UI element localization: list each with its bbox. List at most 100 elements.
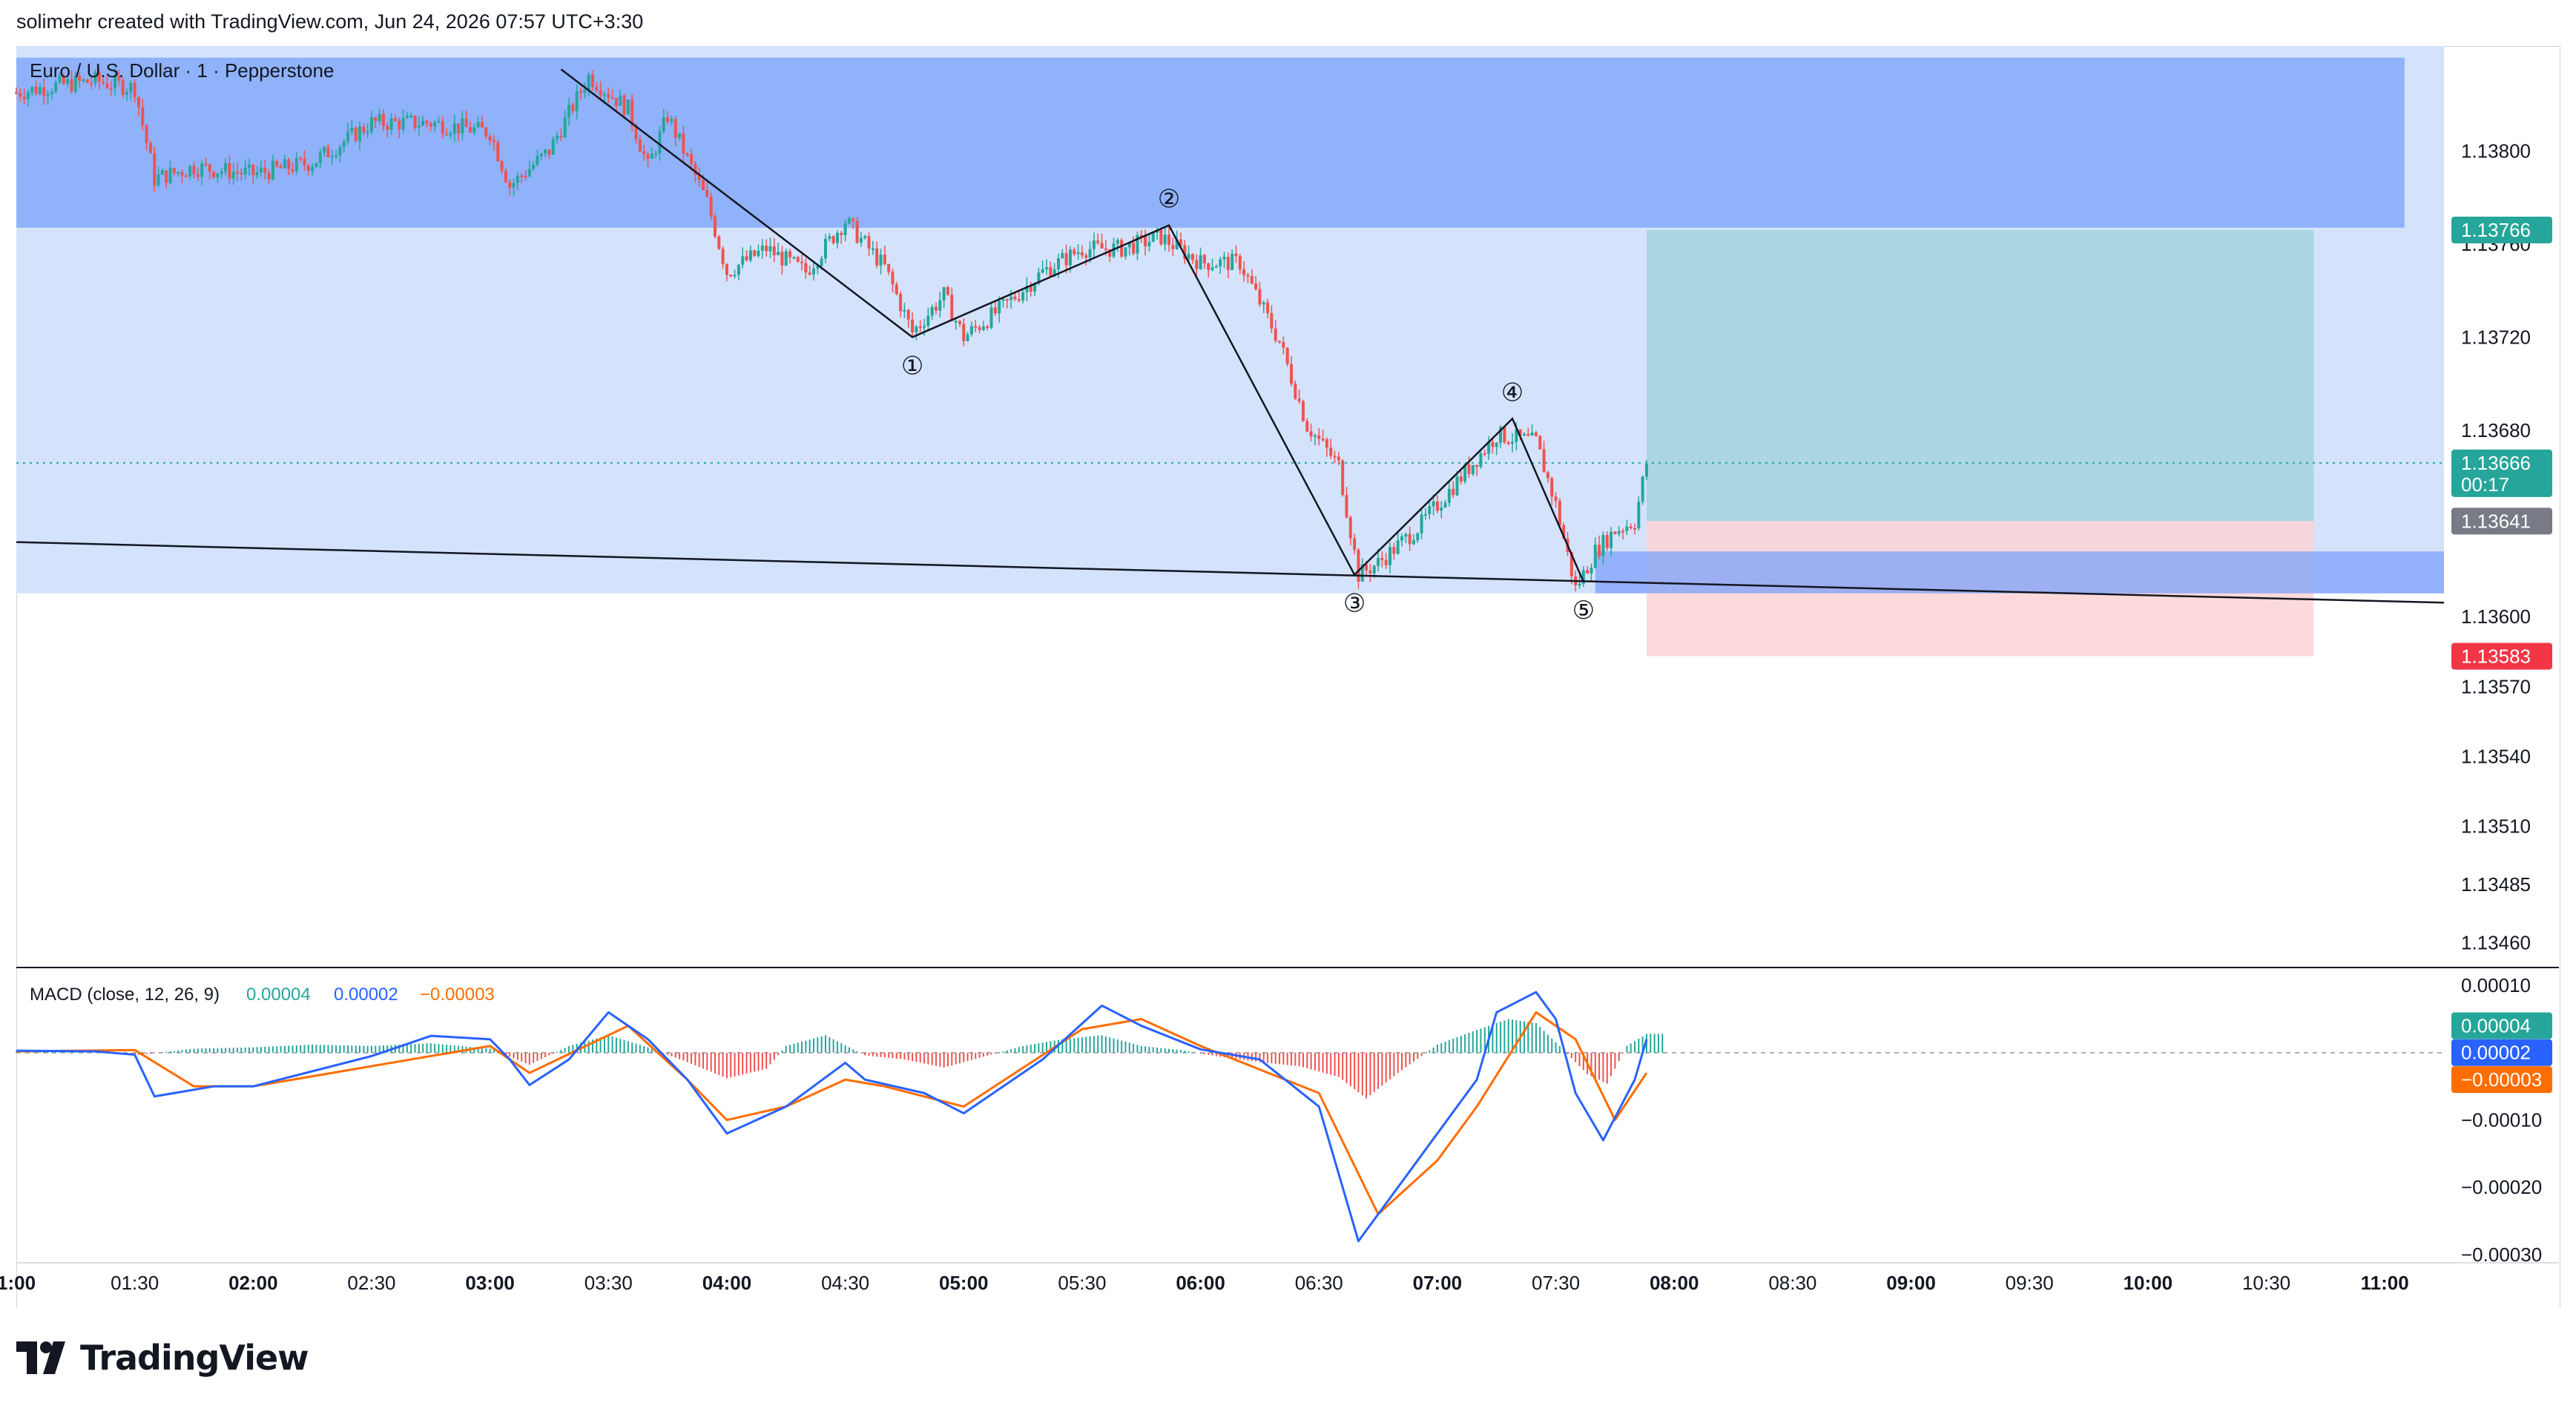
candle-body (1104, 248, 1107, 250)
candle-body (50, 92, 53, 94)
candle-body (646, 154, 650, 159)
price-axis-label: 1.13570 (2461, 675, 2531, 697)
candle-body (843, 223, 847, 235)
candle-body (1443, 502, 1447, 507)
candle-body (563, 117, 567, 138)
candle-body (1049, 267, 1053, 277)
candle-body (66, 79, 70, 84)
candle-body (757, 250, 760, 256)
candle-body (1538, 436, 1542, 450)
candle-body (619, 95, 622, 106)
candle-body (935, 306, 938, 311)
candle-body (1017, 299, 1021, 301)
candle-body (1064, 253, 1068, 266)
candle-body (1190, 254, 1194, 260)
candle-body (1491, 441, 1495, 447)
candle-body (575, 91, 579, 111)
candle-body (1428, 506, 1432, 515)
candle-body (1301, 401, 1305, 421)
candle-body (1503, 427, 1506, 443)
candle-body (800, 261, 804, 263)
candle-body (1605, 535, 1609, 548)
candle-body (231, 171, 235, 179)
candle-body (654, 153, 658, 155)
price-axis-label: 1.13540 (2461, 745, 2531, 767)
candle-body (690, 154, 694, 164)
macd-signal-line (16, 1011, 1648, 1216)
price-badge-label: 1.13666 (2461, 452, 2531, 474)
candle-body (1005, 299, 1009, 301)
candle-body (90, 82, 93, 85)
candle-body (1254, 283, 1258, 289)
candle-body (891, 272, 895, 285)
demand-zone (1595, 551, 2444, 594)
candle-body (958, 321, 961, 324)
candle-body (1278, 341, 1282, 343)
candle-body (1226, 257, 1230, 270)
candle-body (1530, 432, 1534, 436)
candle-body (847, 218, 851, 224)
candle-body (1037, 272, 1041, 284)
candle-body (180, 171, 184, 176)
candle-body (330, 156, 334, 158)
candle-body (177, 171, 180, 174)
price-axis-label: 1.13600 (2461, 605, 2531, 628)
candle-body (82, 79, 85, 82)
candle-body (642, 151, 646, 154)
tradingview-brand[interactable]: TradingView (16, 1336, 309, 1380)
candle-body (1368, 570, 1372, 574)
chart-attribution: solimehr created with TradingView.com, J… (16, 10, 644, 33)
candle-body (1053, 269, 1056, 277)
candle-body (602, 93, 606, 96)
macd-badge-label: −0.00003 (2461, 1068, 2542, 1091)
candle-body (1621, 530, 1625, 533)
candle-body (1266, 302, 1270, 314)
candle-body (1207, 263, 1210, 270)
candle-body (863, 236, 867, 238)
candle-body (539, 153, 543, 157)
time-axis-label: 07:30 (1532, 1272, 1580, 1294)
time-axis-label: 01:30 (111, 1272, 159, 1294)
candle-body (831, 236, 835, 243)
candle-body (484, 127, 488, 137)
candle-body (19, 93, 22, 97)
candle-body (469, 127, 472, 133)
candle-body (527, 168, 531, 177)
candle-body (389, 118, 393, 131)
candle-body (378, 114, 381, 122)
candle-body (433, 122, 437, 127)
price-badge (2451, 217, 2552, 243)
macd-badge-label: 0.00002 (2461, 1042, 2531, 1064)
candle-body (1274, 328, 1277, 341)
candle-body (1408, 533, 1411, 545)
candle-body (678, 133, 682, 138)
candle-body (1495, 442, 1498, 447)
candle-body (1179, 239, 1182, 246)
candle-body (1629, 526, 1633, 528)
candle-body (567, 105, 571, 118)
candle-body (287, 159, 291, 170)
candle-body (1033, 283, 1037, 292)
candle-body (496, 142, 500, 162)
candle-body (705, 190, 709, 197)
candle-body (1305, 421, 1309, 432)
candle-body (125, 91, 129, 95)
candle-body (1353, 538, 1357, 550)
candle-body (1045, 267, 1049, 269)
candle-body (1234, 253, 1238, 257)
time-axis-label: 10:00 (2124, 1272, 2173, 1294)
candle-body (583, 90, 587, 93)
candle-body (318, 152, 322, 163)
candle-body (62, 76, 65, 84)
candle-body (780, 252, 784, 266)
candle-body (129, 82, 133, 92)
candle-body (220, 171, 223, 174)
chart-title: Euro / U.S. Dollar · 1 · Pepperstone (30, 59, 334, 82)
macd-legend-value: 0.00002 (334, 985, 398, 1005)
candle-body (974, 326, 978, 328)
candle-body (165, 170, 168, 183)
time-axis-label: 03:30 (584, 1272, 633, 1294)
candle-body (1222, 257, 1226, 260)
time-axis-label: 06:30 (1295, 1272, 1343, 1294)
